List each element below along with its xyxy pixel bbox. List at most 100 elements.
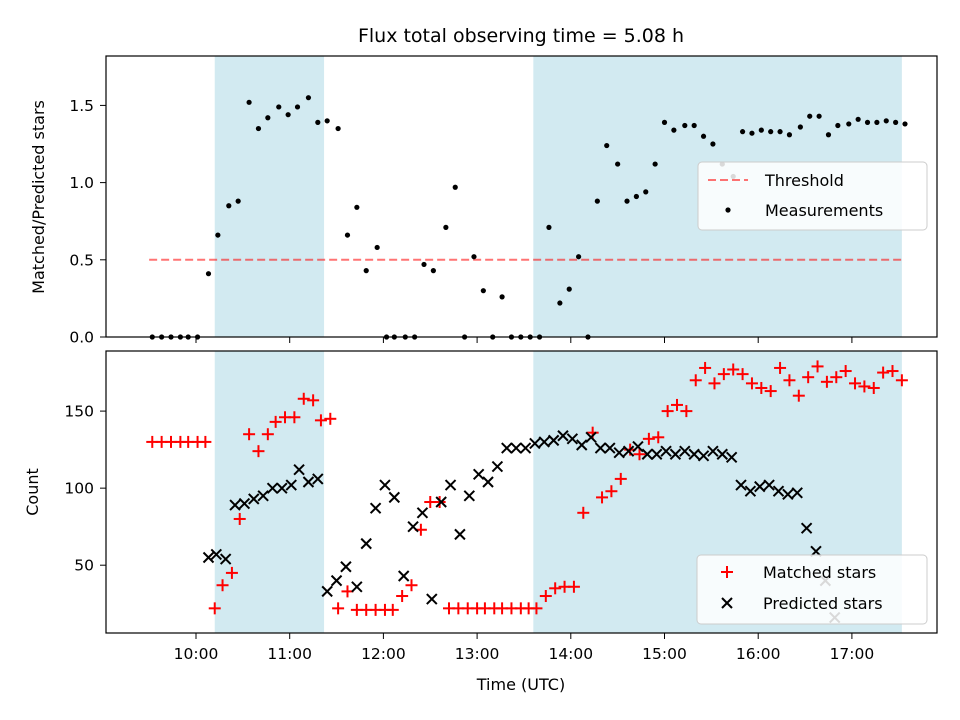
- matched-point: [792, 389, 805, 402]
- predicted-point: [416, 507, 429, 519]
- legend-threshold-label: Threshold: [764, 171, 844, 190]
- x-tick-label: 15:00: [642, 645, 687, 663]
- measurement-point: [797, 124, 803, 130]
- measurement-point: [777, 129, 783, 135]
- measurement-point: [335, 125, 341, 132]
- measurement-point: [421, 261, 427, 268]
- bottom-legend: Matched stars Predicted stars: [696, 554, 928, 625]
- measurement-point: [324, 118, 330, 124]
- measurement-point: [749, 130, 755, 136]
- measurement-point: [786, 132, 793, 138]
- measurement-point: [902, 121, 908, 127]
- matched-point: [208, 602, 221, 615]
- predicted-point: [397, 570, 410, 582]
- predicted-point: [763, 479, 775, 491]
- matched-point: [699, 361, 712, 374]
- matched-point: [269, 415, 282, 428]
- top-legend: Threshold Measurements: [697, 161, 928, 231]
- predicted-point: [669, 448, 682, 460]
- measurement-point: [883, 118, 889, 124]
- matched-point: [252, 445, 265, 458]
- predicted-point: [585, 431, 597, 444]
- matched-point: [596, 491, 609, 504]
- measurement-point: [739, 129, 746, 135]
- predicted-point: [557, 430, 569, 442]
- predicted-point: [426, 593, 438, 605]
- predicted-point: [707, 445, 719, 457]
- matched-point: [549, 582, 562, 595]
- predicted-point: [772, 485, 785, 497]
- matched-point: [332, 602, 345, 615]
- measurement-point: [661, 119, 668, 125]
- predicted-point: [791, 487, 803, 499]
- matched-point: [755, 381, 768, 394]
- predicted-point: [444, 479, 457, 491]
- measurement-point: [285, 112, 291, 118]
- predicted-point: [219, 553, 232, 565]
- matched-point: [233, 512, 246, 525]
- bottom-y-tick-label: 150: [64, 403, 94, 421]
- matched-point: [405, 579, 418, 592]
- measurement-point: [557, 300, 563, 306]
- predicted-point: [293, 463, 305, 476]
- predicted-point: [547, 434, 560, 447]
- bottom-y-axis-label: Count: [23, 468, 42, 516]
- matched-point: [386, 603, 399, 616]
- predicted-point: [716, 448, 728, 460]
- measurement-point: [354, 204, 360, 210]
- top-y-axis-label: Matched/Predicted stars: [29, 100, 48, 294]
- matched-point: [736, 368, 749, 381]
- bottom-y-tick-label: 50: [74, 557, 94, 575]
- predicted-point: [529, 437, 541, 450]
- bottom-legend-box: [696, 554, 928, 625]
- measurement-point: [604, 142, 610, 149]
- measurement-point: [452, 184, 458, 190]
- measurement-point: [344, 232, 351, 238]
- matched-point: [820, 375, 833, 388]
- measurement-point: [443, 224, 449, 230]
- predicted-point: [754, 480, 766, 493]
- measurement-point: [235, 198, 241, 204]
- predicted-point: [238, 497, 251, 510]
- measurement-point: [825, 132, 832, 138]
- measurement-point: [700, 133, 707, 139]
- matched-point: [605, 485, 618, 498]
- predicted-point: [312, 473, 324, 485]
- bottom-panel-frame: [105, 350, 938, 634]
- predicted-point: [613, 446, 625, 459]
- matched-point: [216, 579, 229, 592]
- predicted-point: [735, 479, 747, 491]
- top-y-tick-label: 1.5: [69, 97, 94, 115]
- measurement-point: [294, 104, 301, 110]
- predicted-point: [276, 482, 288, 494]
- x-tick-label: 17:00: [830, 645, 875, 663]
- measurement-point: [624, 198, 630, 204]
- top-panel: 0.0 0.5 1.0 1.5 Matched/Predicted stars Thr…: [29, 55, 938, 347]
- matched-point: [783, 374, 796, 387]
- predicted-point: [407, 520, 419, 533]
- predicted-point: [351, 581, 363, 593]
- measurement-point: [480, 288, 486, 294]
- measurement-point: [671, 127, 677, 133]
- x-tick-label: 10:00: [174, 645, 219, 663]
- top-legend-box: [697, 161, 928, 231]
- predicted-point: [285, 479, 297, 491]
- measurement-point: [855, 116, 861, 122]
- matched-point: [225, 566, 238, 579]
- top-y-tick-label: 0.0: [69, 329, 94, 347]
- matched-point: [297, 392, 310, 405]
- legend-predicted-swatch: [721, 597, 733, 609]
- matched-point: [895, 374, 908, 387]
- matched-point: [633, 448, 646, 461]
- matched-point: [849, 377, 862, 390]
- legend-matched-swatch: [721, 566, 733, 578]
- matched-point: [858, 380, 871, 393]
- predicted-point: [650, 448, 663, 460]
- matched-point: [764, 385, 777, 398]
- measurement-point: [546, 224, 552, 230]
- top-y-tick-label: 0.5: [69, 251, 94, 269]
- measurement-point: [615, 161, 621, 167]
- predicted-point: [388, 491, 401, 504]
- legend-predicted-label: Predicted stars: [763, 594, 883, 613]
- measurement-point: [215, 232, 221, 238]
